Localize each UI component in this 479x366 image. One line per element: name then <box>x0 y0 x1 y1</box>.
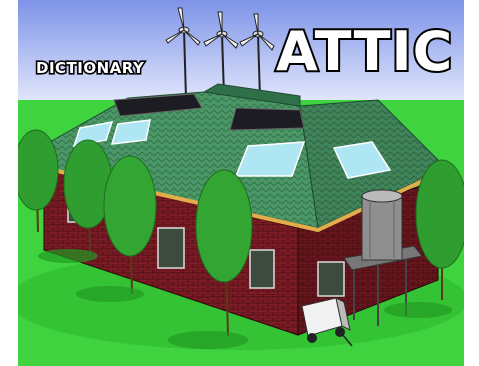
generator-icon <box>301 297 353 347</box>
attic-illustration: DICTIONARY ATTIC <box>18 0 464 366</box>
tree-shadow <box>38 249 98 263</box>
window <box>157 227 185 269</box>
tree-shadow <box>76 286 144 302</box>
tree-icon <box>18 129 59 233</box>
roof-ridge <box>202 83 301 107</box>
solar-panel-icon <box>113 93 203 117</box>
water-tank-icon <box>343 189 423 326</box>
wind-turbine-icon <box>165 7 201 99</box>
wind-turbine-icon <box>239 13 275 99</box>
skylight-icon <box>234 141 306 177</box>
wind-turbine-icon <box>203 11 239 97</box>
title-main: ATTIC <box>276 20 453 83</box>
skylight-icon <box>72 121 114 147</box>
solar-panel-icon <box>229 107 305 131</box>
skylight-icon <box>110 119 151 145</box>
tree-shadow <box>168 331 248 349</box>
illustration-frame: DICTIONARY ATTIC <box>18 0 464 366</box>
window <box>249 249 275 289</box>
tree-icon <box>195 169 253 337</box>
window <box>317 261 345 297</box>
tree-shadow <box>384 302 452 318</box>
tree-icon <box>415 159 464 300</box>
skylight-icon <box>332 141 392 179</box>
tree-icon <box>103 155 157 295</box>
title-prefix: DICTIONARY <box>36 59 145 77</box>
